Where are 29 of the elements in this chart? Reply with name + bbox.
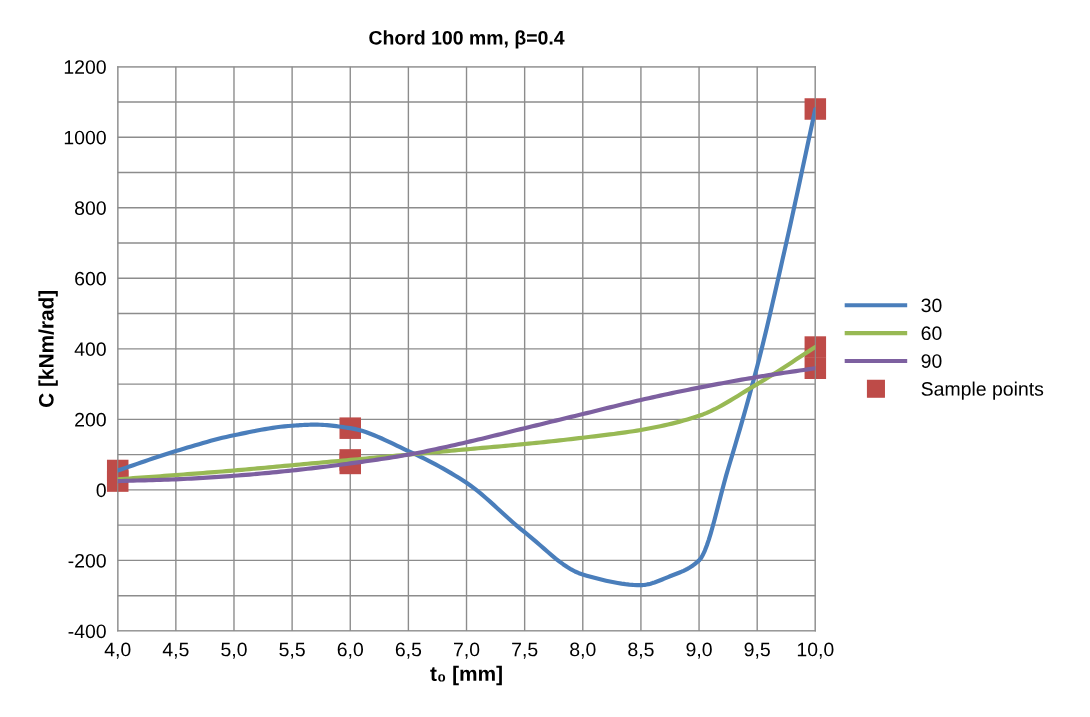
x-axis-title: t₀ [mm] xyxy=(430,665,502,686)
y-tick-label: -400 xyxy=(68,624,106,639)
x-tick-label: 4,5 xyxy=(162,642,189,659)
legend-label: 60 xyxy=(921,326,942,341)
x-tick-label: 8,5 xyxy=(628,642,654,659)
y-tick-label: 800 xyxy=(75,201,106,215)
y-tick-label: 400 xyxy=(74,342,106,357)
y-tick-label: -200 xyxy=(68,553,106,568)
x-tick-label: 4,0 xyxy=(104,642,131,659)
y-tick-label: 1200 xyxy=(64,60,106,74)
legend-label: 30 xyxy=(921,298,942,313)
x-tick-label: 5,0 xyxy=(221,642,247,659)
x-tick-label: 5,5 xyxy=(279,642,305,659)
x-tick-label: 9,5 xyxy=(744,642,770,659)
legend-label: Sample points xyxy=(921,381,1044,400)
y-tick-label: 1000 xyxy=(64,130,106,145)
chart-title: Chord 100 mm, β=0.4 xyxy=(369,30,565,49)
x-tick-label: 6,5 xyxy=(395,642,422,659)
x-tick-label: 6,0 xyxy=(337,642,364,659)
x-tick-label: 9,0 xyxy=(686,642,712,659)
x-tick-label: 10,0 xyxy=(797,642,834,659)
legend-label: 90 xyxy=(921,354,942,368)
y-tick-label: 200 xyxy=(75,412,106,427)
x-tick-label: 7,5 xyxy=(512,642,538,659)
y-tick-label: 0 xyxy=(96,483,106,498)
x-tick-label: 8,0 xyxy=(570,642,596,659)
y-tick-label: 600 xyxy=(75,271,106,286)
y-axis-title: C [kNm/rad] xyxy=(38,290,58,407)
x-tick-label: 7,0 xyxy=(454,642,480,659)
